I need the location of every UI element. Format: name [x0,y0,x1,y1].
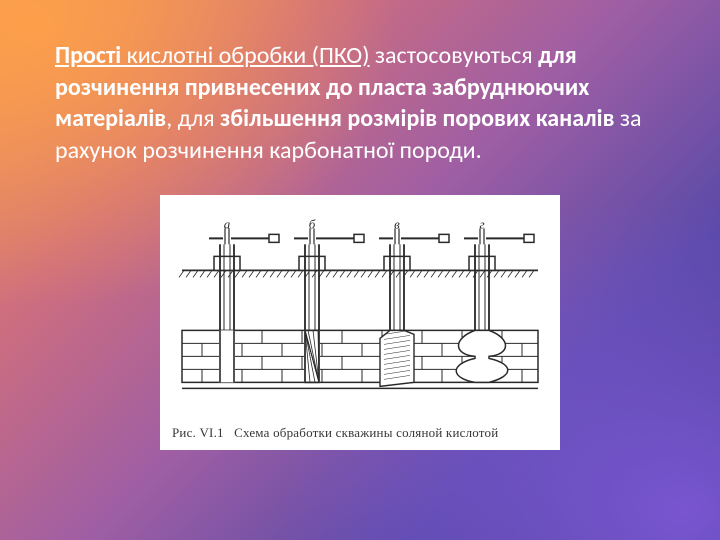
text-seg-5: , для [166,104,220,133]
figure-number: Рис. VI.1 [172,425,224,440]
term-pko-1: Прості [55,41,121,70]
text-seg-3: застосовуються [369,41,538,70]
paragraph: Прості кислотні обробки (ПКО) застосовую… [55,40,665,167]
term-pko-2: кислотні обробки (ПКО) [121,41,369,70]
figure-caption-text: Схема обработки скважины соляной кислото… [234,425,498,440]
text-seg-6: збільшення розмірів порових каналів [220,104,614,133]
well-diagram: абвг [172,205,548,420]
diagram-area: абвг [172,205,548,420]
figure-caption: Рис. VI.1 Схема обработки скважины солян… [172,425,548,441]
figure-wrap: абвг Рис. VI.1 Схема обработки скважины … [55,195,665,450]
figure-box: абвг Рис. VI.1 Схема обработки скважины … [160,195,560,450]
slide: Прості кислотні обробки (ПКО) застосовую… [0,0,720,470]
